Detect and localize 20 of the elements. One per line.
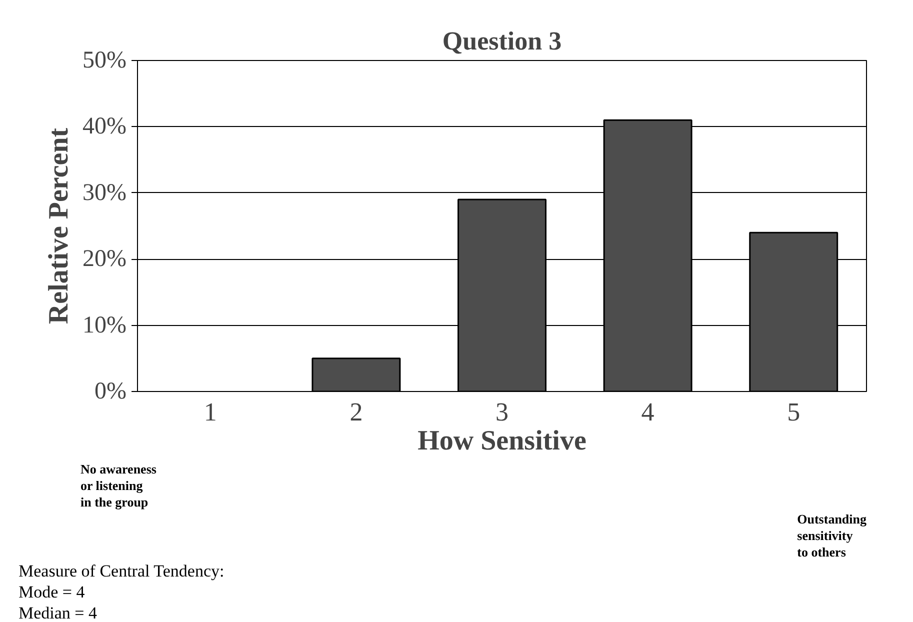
text: Median = 4 — [18, 604, 98, 622]
chart-title: Question 3 — [442, 26, 562, 56]
y-tick-label: 30% — [82, 180, 127, 206]
x-tick-label: 4 — [641, 398, 654, 426]
x-tick-label: 5 — [787, 398, 800, 426]
bar — [312, 358, 401, 392]
text: Mode = 4 — [18, 582, 86, 602]
x-axis-title: How Sensitive — [418, 426, 586, 456]
y-axis-title: Relative Percent — [44, 127, 75, 324]
x-tick-label: 1 — [204, 398, 217, 426]
text: No awareness or listening in the group — [80, 462, 156, 510]
y-tick-label: 40% — [82, 114, 127, 140]
y-tick-label: 50% — [82, 48, 127, 74]
x-tick-label: 2 — [350, 398, 363, 426]
text: Outstanding sensitivity to others — [797, 512, 867, 560]
x-tick-label: 3 — [496, 398, 508, 426]
text: Measure of Central Tendency: — [18, 562, 224, 580]
y-tick-label: 10% — [82, 312, 127, 338]
y-tick-label: 0% — [94, 378, 127, 404]
y-tick-label: 20% — [82, 246, 127, 272]
